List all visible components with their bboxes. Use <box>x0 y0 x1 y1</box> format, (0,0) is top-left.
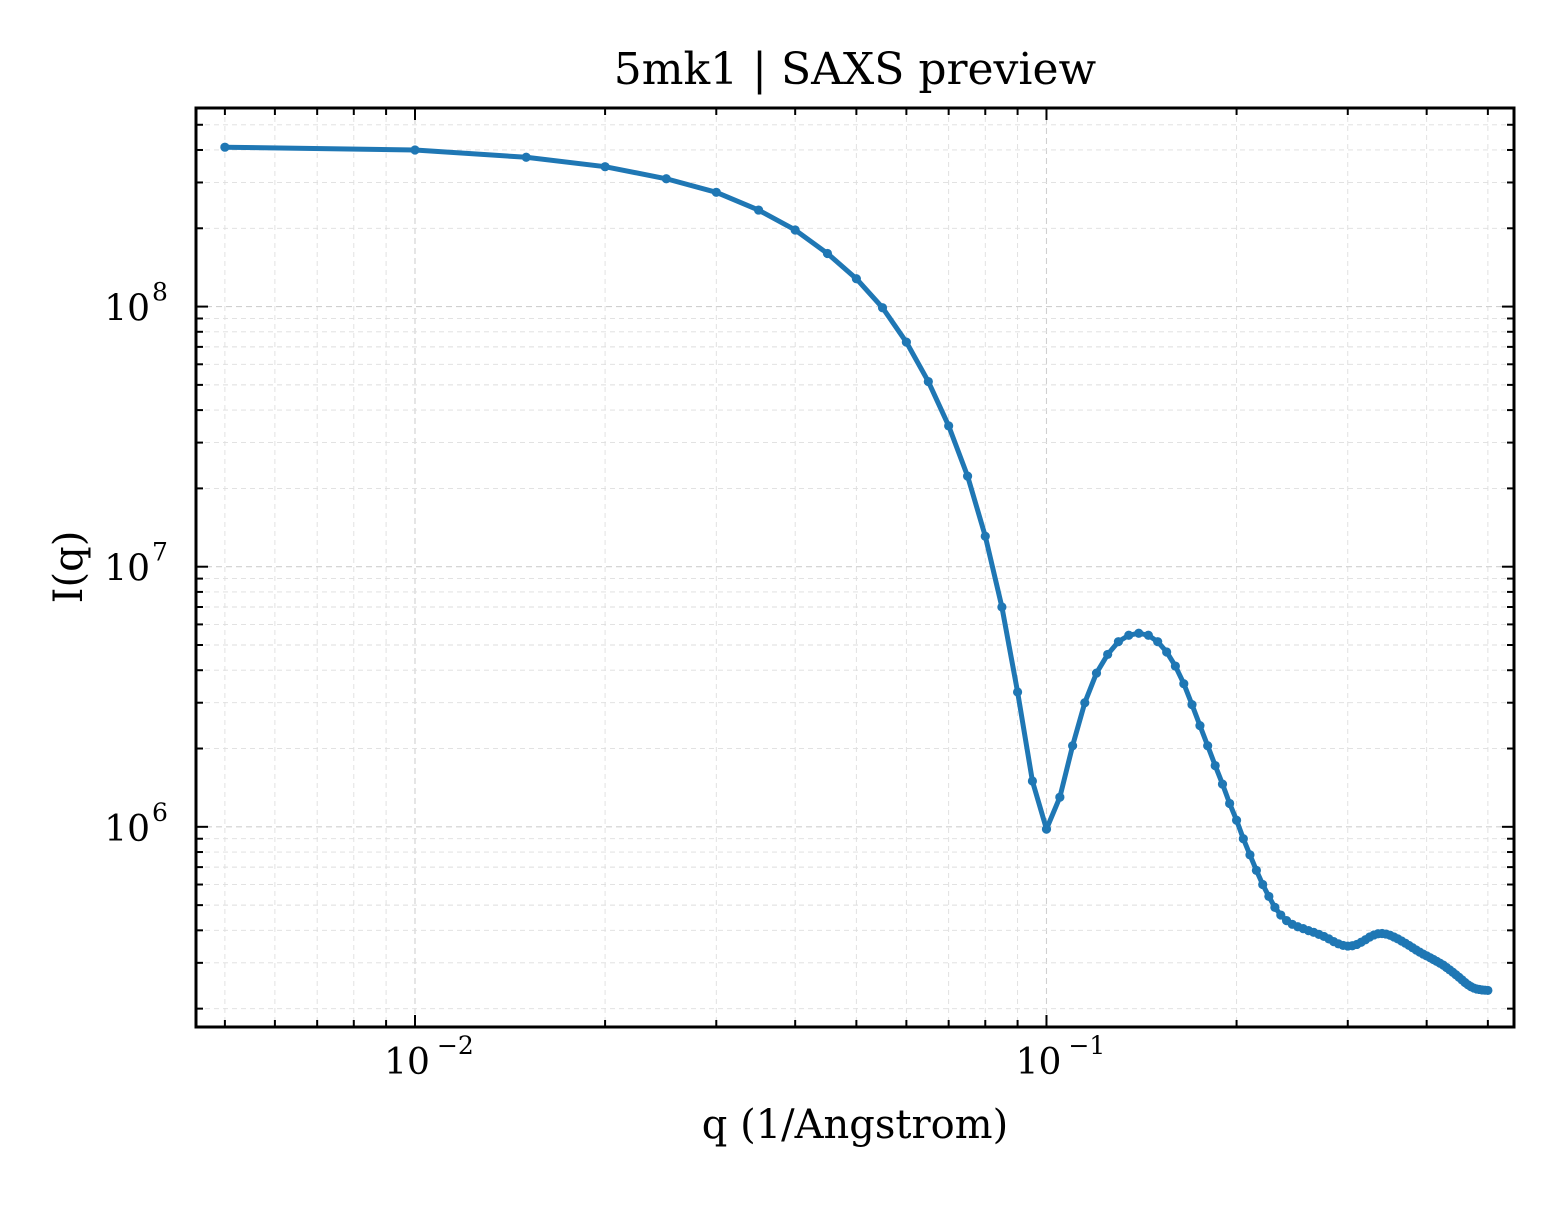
data-point <box>1210 760 1220 771</box>
data-point <box>1231 815 1242 825</box>
data-point <box>1187 700 1197 710</box>
data-point <box>877 303 888 313</box>
x-tick-label-exponent: −1 <box>1068 1031 1105 1060</box>
data-point <box>220 142 230 152</box>
data-point <box>1203 741 1213 751</box>
tick-labels: 10 −2 10 −110 610 710 8 <box>104 278 1105 1083</box>
data-point <box>1258 879 1268 890</box>
data-point <box>980 531 990 541</box>
data-point <box>1276 910 1286 920</box>
data-point <box>1162 647 1172 657</box>
data-point <box>1055 792 1065 802</box>
data-point <box>1091 668 1102 678</box>
data-point <box>1225 798 1235 809</box>
data-point <box>1251 865 1261 875</box>
data-point <box>1103 649 1113 660</box>
data-point <box>1179 679 1189 689</box>
data-point <box>997 602 1007 612</box>
x-tick-label-exponent: −2 <box>437 1031 474 1060</box>
data-point <box>1124 630 1134 640</box>
data-point <box>1143 630 1153 640</box>
data-point <box>1041 824 1052 834</box>
grid-lines <box>196 108 1514 1027</box>
data-point <box>1238 834 1248 844</box>
data-point <box>1153 637 1163 647</box>
data-point <box>790 225 800 235</box>
data-point <box>1245 850 1255 860</box>
data-point <box>901 337 911 347</box>
y-tick-label-exponent: 7 <box>152 538 168 567</box>
data-point <box>1170 661 1180 671</box>
data-point <box>600 162 610 172</box>
data-point <box>1217 779 1228 789</box>
y-tick-label-exponent: 8 <box>152 278 168 307</box>
data-point <box>851 274 861 284</box>
data-point <box>822 248 833 259</box>
x-tick-label: 10 <box>384 1042 430 1083</box>
y-axis-label: I(q) <box>46 531 92 604</box>
y-tick-label: 10 <box>104 289 150 330</box>
data-point <box>944 421 954 431</box>
data-point <box>1270 902 1280 913</box>
data-point <box>1080 698 1090 708</box>
data-point <box>1134 628 1144 638</box>
data-point <box>661 174 671 184</box>
data-point <box>1113 637 1124 647</box>
data-point <box>753 205 764 215</box>
chart-title: 5mk1 | SAXS preview <box>614 44 1097 95</box>
data-point <box>1068 741 1078 751</box>
data-point <box>410 145 420 155</box>
series-layer <box>220 142 1493 996</box>
data-point <box>1264 891 1274 902</box>
data-point <box>521 152 531 162</box>
axis-ticks <box>196 108 1514 1027</box>
data-point <box>1483 985 1493 996</box>
y-tick-label: 10 <box>104 549 150 590</box>
data-point <box>1012 687 1023 697</box>
x-axis-label: q (1/Angstrom) <box>702 1102 1008 1148</box>
data-point <box>1195 720 1205 731</box>
data-point <box>1027 776 1038 786</box>
y-tick-label: 10 <box>104 809 150 850</box>
y-tick-label-exponent: 6 <box>152 798 168 827</box>
data-point <box>711 187 721 197</box>
x-tick-label: 10 <box>1016 1042 1062 1083</box>
data-point <box>923 376 933 387</box>
data-point <box>962 471 973 481</box>
